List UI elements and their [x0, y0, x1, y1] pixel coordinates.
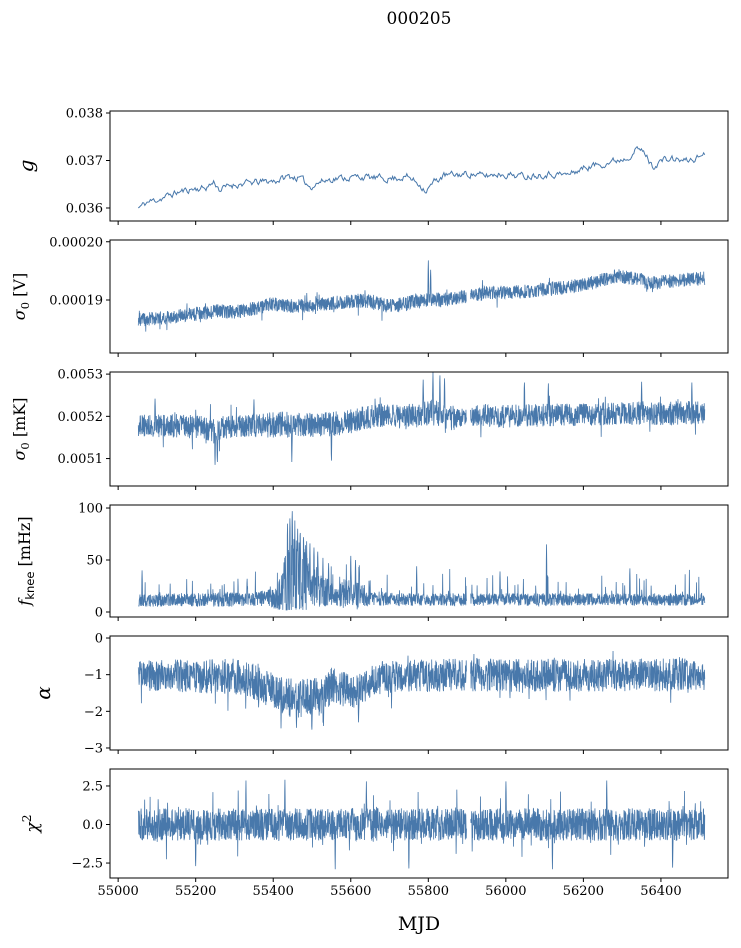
y-tick-label: 50 — [86, 554, 103, 569]
y-axis-label-sigma0_V: σ0 [V] — [10, 273, 32, 320]
panel-alpha: −3 −2 −1 0 α — [31, 632, 729, 757]
x-tick-label: 56200 — [563, 884, 604, 899]
y-tick-label: 0.00020 — [49, 235, 103, 250]
panel-sigma0_mK: 0.0051 0.0052 0.0053 σ0 [mK] — [10, 368, 729, 490]
panel-f_knee: 0 50 100 fknee [mHz] — [15, 502, 729, 621]
y-tick-label: 0.037 — [66, 154, 103, 169]
panel-chi2: −2.5 0.0 2.5 55000 55200 55400 55600 55800 56000… — [20, 768, 729, 899]
y-axis-label-chi2: χ2 — [20, 814, 43, 833]
y-tick-label: 0.0 — [82, 818, 103, 833]
series-line-alpha — [137, 650, 706, 730]
y-tick-label: 0.0052 — [58, 410, 104, 425]
axes-box — [109, 110, 729, 222]
axes-box — [109, 635, 729, 751]
y-tick-label: −1 — [84, 668, 103, 683]
y-tick-label: 0.0051 — [58, 452, 104, 467]
x-tick-label: 55400 — [253, 884, 294, 899]
x-tick-label: 55800 — [408, 884, 449, 899]
y-tick-label: 0.00019 — [49, 294, 103, 309]
x-axis-label: MJD — [398, 913, 440, 935]
y-tick-label: 0.0053 — [58, 368, 104, 383]
x-tick-label: 55200 — [175, 884, 216, 899]
series-line-g — [137, 145, 706, 209]
y-tick-label: −2 — [84, 705, 103, 720]
chart-title: 000205 — [387, 9, 452, 29]
series-line-f_knee — [138, 511, 706, 611]
axes-box — [109, 768, 729, 879]
x-tick-label: 56400 — [640, 884, 681, 899]
x-tick-label: 56000 — [485, 884, 526, 899]
y-tick-label: 2.5 — [82, 780, 103, 795]
y-axis-label-f_knee: fknee [mHz] — [15, 516, 37, 606]
y-tick-label: 0.036 — [66, 202, 103, 217]
axes-box — [109, 239, 729, 354]
y-axis-label-alpha: α — [31, 686, 55, 700]
axes-box — [109, 504, 729, 618]
series-line-sigma0_mK — [137, 372, 706, 465]
y-axis-label-g: g — [14, 160, 38, 173]
y-tick-label: 0 — [95, 632, 103, 647]
panel-sigma0_V: 0.00019 0.00020 σ0 [V] — [10, 235, 729, 357]
y-tick-label: 0.038 — [66, 107, 103, 122]
y-tick-label: 0 — [95, 606, 103, 621]
y-axis-label-sigma0_mK: σ0 [mK] — [10, 398, 32, 461]
y-tick-label: 100 — [78, 502, 103, 517]
y-tick-label: −2.5 — [71, 857, 103, 872]
series-line-sigma0_V — [137, 260, 706, 332]
x-tick-label: 55000 — [97, 884, 138, 899]
series-line-chi2 — [137, 779, 706, 870]
panel-g: 0.036 0.037 0.038 g — [14, 107, 729, 225]
y-tick-label: −3 — [84, 742, 103, 757]
x-tick-label: 55600 — [330, 884, 371, 899]
axes-box — [109, 371, 729, 487]
